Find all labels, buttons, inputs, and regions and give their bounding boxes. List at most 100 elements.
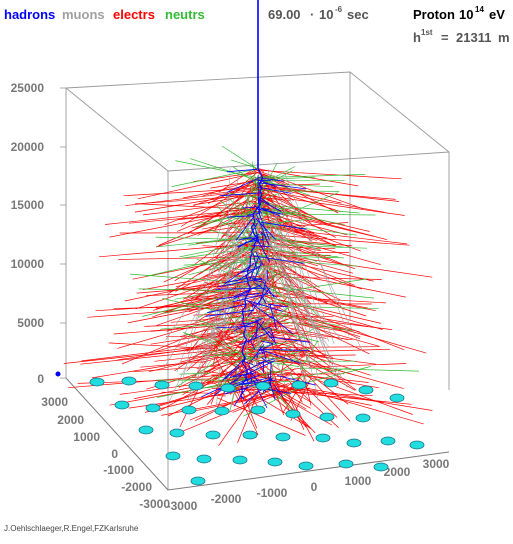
primary-base: 10 bbox=[459, 7, 473, 22]
electron-track bbox=[125, 188, 265, 206]
neutral-track bbox=[218, 211, 253, 227]
hadron-track bbox=[205, 309, 255, 317]
electron-track bbox=[204, 370, 258, 380]
neutral-track bbox=[196, 319, 276, 344]
neutral-track bbox=[259, 182, 334, 188]
hadron-track bbox=[252, 210, 257, 215]
muon-track bbox=[258, 202, 260, 358]
detector-station bbox=[145, 403, 161, 413]
neutral-track bbox=[230, 159, 259, 169]
electron-track bbox=[195, 346, 285, 388]
hadron-track bbox=[266, 270, 269, 282]
detector-station bbox=[138, 425, 154, 435]
neutral-track bbox=[280, 320, 353, 331]
detector-station bbox=[275, 432, 291, 442]
detector-station bbox=[205, 430, 221, 440]
electron-track bbox=[232, 383, 259, 436]
hadron-track bbox=[267, 373, 276, 400]
muon-track bbox=[271, 271, 330, 348]
hadron-track bbox=[244, 365, 247, 370]
hadron-track bbox=[233, 289, 251, 300]
hadron-track bbox=[241, 362, 246, 367]
legend-electrs: electrs bbox=[113, 7, 155, 22]
hadron-track bbox=[241, 349, 244, 353]
hadron-track bbox=[274, 385, 284, 398]
electron-track bbox=[306, 387, 384, 403]
z-tick-label: 10000 bbox=[11, 257, 45, 271]
electron-track bbox=[268, 389, 412, 405]
electron-track bbox=[187, 307, 225, 354]
neutral-track bbox=[226, 334, 254, 345]
primary-particle: Proton 10 14 eV bbox=[413, 5, 505, 22]
electron-track bbox=[308, 363, 407, 368]
detector-station bbox=[389, 393, 405, 403]
hadron-track bbox=[207, 303, 248, 314]
hadron-track bbox=[254, 204, 263, 214]
hadron-track bbox=[242, 316, 245, 320]
hadron-track bbox=[250, 223, 255, 228]
hadron-track bbox=[226, 168, 259, 173]
neutral-track bbox=[232, 334, 271, 367]
hadron-track bbox=[258, 343, 274, 352]
electron-track bbox=[80, 349, 222, 365]
hadron-track bbox=[259, 196, 270, 205]
hadron-track bbox=[267, 303, 288, 308]
electron-track bbox=[63, 347, 214, 364]
electron-track bbox=[293, 316, 370, 355]
hadron-track bbox=[235, 216, 255, 241]
muon-track bbox=[213, 210, 264, 341]
detector-station bbox=[242, 430, 258, 440]
detector-station bbox=[298, 461, 314, 471]
electron-track bbox=[117, 317, 222, 349]
electron-track bbox=[254, 193, 265, 197]
hadron-track bbox=[257, 182, 307, 190]
hadron-track bbox=[233, 317, 264, 332]
hadron-track bbox=[244, 299, 247, 304]
hadron-track bbox=[224, 263, 255, 285]
hadron-track bbox=[244, 375, 247, 380]
hadron-track bbox=[243, 329, 246, 334]
hadron-track bbox=[261, 232, 265, 249]
y-tick-label: 2000 bbox=[57, 413, 84, 427]
hadron-track bbox=[257, 167, 261, 172]
hadron-track bbox=[223, 387, 248, 395]
y-tick-label: -1000 bbox=[103, 463, 134, 477]
neutral-track bbox=[269, 370, 286, 375]
muon-track bbox=[272, 232, 314, 351]
electron-track bbox=[238, 347, 305, 358]
electron-track bbox=[161, 393, 276, 416]
muon-track bbox=[223, 168, 231, 364]
hadron-track bbox=[241, 312, 245, 317]
first-interaction: h 1st = 21311 m bbox=[413, 28, 510, 45]
hadron-track bbox=[256, 238, 271, 263]
detector-station bbox=[255, 381, 271, 391]
hadron-track bbox=[253, 334, 258, 341]
electron-track bbox=[312, 390, 433, 411]
detector-station bbox=[232, 455, 248, 465]
hadron-track bbox=[252, 230, 255, 235]
z-tick-label: 15000 bbox=[11, 198, 45, 212]
hadron-track bbox=[241, 360, 254, 366]
detector-station bbox=[409, 440, 425, 450]
hadron-track bbox=[253, 217, 256, 221]
hadron-track bbox=[248, 300, 283, 312]
neutral-track bbox=[171, 168, 259, 187]
electron-track bbox=[273, 313, 302, 356]
primary-label: Proton bbox=[413, 7, 455, 22]
hadron-track bbox=[242, 206, 256, 209]
neutral-track bbox=[233, 207, 251, 210]
hadron-track bbox=[226, 178, 259, 193]
h1st-value: 21311 bbox=[456, 30, 491, 45]
electron-track bbox=[218, 168, 254, 193]
detector-station bbox=[196, 454, 212, 464]
hadron-track bbox=[256, 214, 270, 246]
electron-track bbox=[262, 383, 318, 392]
hadron-track bbox=[257, 210, 270, 240]
hadron-track bbox=[241, 352, 245, 357]
electron-track bbox=[158, 205, 249, 246]
neutral-track bbox=[256, 170, 293, 191]
electron-track bbox=[293, 353, 376, 365]
hadron-track bbox=[215, 287, 267, 290]
time-exponent: -6 bbox=[335, 5, 343, 14]
detector-station bbox=[121, 376, 137, 386]
